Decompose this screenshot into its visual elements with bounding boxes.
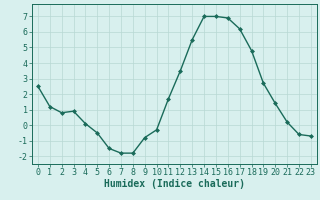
X-axis label: Humidex (Indice chaleur): Humidex (Indice chaleur) bbox=[104, 179, 245, 189]
